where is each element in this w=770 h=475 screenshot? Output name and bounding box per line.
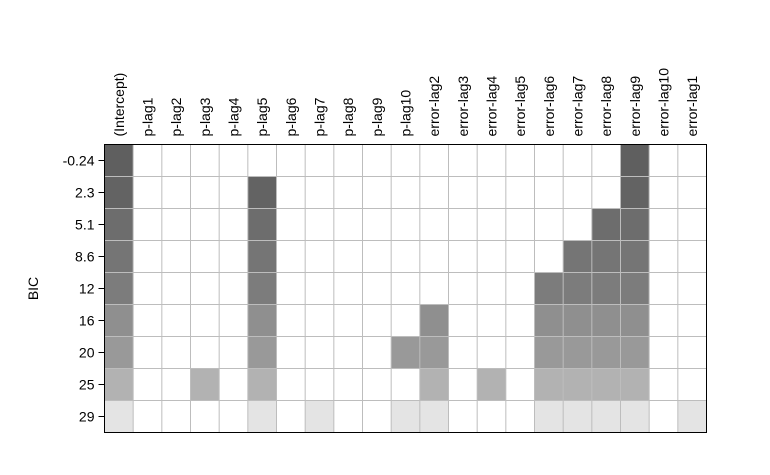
heatmap-cell [419, 368, 449, 401]
row-label: 2.3 [75, 185, 95, 201]
heatmap-cell [591, 208, 621, 241]
heatmap-cell [563, 400, 592, 433]
heatmap-cell [591, 368, 621, 401]
heatmap-cell [104, 400, 134, 433]
heatmap-cell [620, 304, 650, 337]
column-label: p-lag2 [168, 97, 184, 136]
heatmap-cell [247, 336, 277, 369]
column-label: error-lag4 [484, 76, 500, 137]
column-label: p-lag1 [140, 97, 156, 136]
heatmap-cell [591, 240, 621, 273]
heatmap-cell [620, 240, 650, 273]
heatmap-cell [563, 368, 592, 401]
heatmap-cell [104, 240, 134, 273]
column-label: error-lag1 [684, 76, 700, 137]
row-label: 16 [79, 313, 95, 329]
heatmap-cell [591, 272, 621, 305]
column-label: error-lag8 [598, 76, 614, 137]
column-label: error-lag7 [570, 76, 586, 137]
heatmap-cell [247, 208, 277, 241]
heatmap-cell [419, 336, 449, 369]
heatmap-cell [620, 368, 650, 401]
column-label: error-lag3 [455, 76, 471, 137]
heatmap-cell [104, 176, 134, 209]
column-label: p-lag8 [340, 97, 356, 136]
column-labels: (Intercept) p-lag1 p-lag2 p-lag3 p-lag4 p-lag… [111, 68, 700, 137]
heatmap-cell [563, 304, 592, 337]
column-label: p-lag5 [254, 97, 270, 136]
heatmap-cell [563, 336, 592, 369]
y-axis-label: BIC [25, 277, 41, 300]
heatmap-cell [104, 368, 134, 401]
column-label: p-lag3 [197, 97, 213, 136]
heatmap-cell [247, 176, 277, 209]
column-label: p-lag6 [283, 97, 299, 136]
heatmap-cell [591, 304, 621, 337]
row-labels: -0.24 2.3 5.1 8.6 12 16 20 25 29 [63, 153, 105, 425]
heatmap-cell [247, 400, 277, 433]
heatmap-cell [620, 336, 650, 369]
heatmap-cell [247, 240, 277, 273]
heatmap-cell [247, 304, 277, 337]
heatmap-cell [534, 368, 564, 401]
row-label: -0.24 [63, 153, 95, 169]
heatmap-cell [620, 208, 650, 241]
column-label: p-lag7 [312, 97, 328, 136]
heatmap-cell [104, 336, 134, 369]
heatmap-cell [419, 304, 449, 337]
heatmap-cell [419, 400, 449, 433]
column-label: p-lag9 [369, 97, 385, 136]
heatmap-cell [534, 336, 564, 369]
column-label: error-lag5 [512, 76, 528, 137]
heatmap-cell [591, 336, 621, 369]
column-label: error-lag2 [426, 76, 442, 137]
heatmap-cell [534, 304, 564, 337]
heatmap-cell [190, 368, 220, 401]
heatmap-cell [391, 400, 420, 433]
heatmap-cell [563, 240, 592, 273]
heatmap-cell [391, 336, 420, 369]
heatmap-cell [305, 400, 334, 433]
heatmap-cell [104, 272, 134, 305]
heatmap-cell [534, 272, 564, 305]
heatmap-cell [534, 400, 564, 433]
column-label: p-lag4 [226, 97, 242, 136]
heatmap-cell [104, 144, 134, 177]
column-label: error-lag10 [656, 68, 672, 137]
heatmap-cell [477, 368, 506, 401]
row-label: 12 [79, 281, 95, 297]
heatmap-cell [563, 272, 592, 305]
row-label: 29 [79, 409, 95, 425]
column-label: (Intercept) [111, 73, 127, 137]
heatmap-cell [247, 272, 277, 305]
heatmap-cell [620, 144, 650, 177]
heatmap-cell [677, 400, 707, 433]
gridlines [104, 144, 707, 433]
row-label: 5.1 [75, 217, 95, 233]
column-label: error-lag6 [541, 76, 557, 137]
column-label: error-lag9 [627, 76, 643, 137]
heatmap-cell [620, 272, 650, 305]
row-label: 8.6 [75, 249, 95, 265]
column-label: p-lag10 [398, 90, 414, 137]
heatmap-cell [247, 368, 277, 401]
heatmap-cell [591, 400, 621, 433]
heatmap-cell [104, 304, 134, 337]
plot-frame [104, 144, 707, 433]
heatmap-cell [104, 208, 134, 241]
row-label: 20 [79, 345, 95, 361]
heatmap-cell [620, 400, 650, 433]
heatmap-cells [104, 144, 707, 433]
row-label: 25 [79, 377, 95, 393]
heatmap-cell [620, 176, 650, 209]
